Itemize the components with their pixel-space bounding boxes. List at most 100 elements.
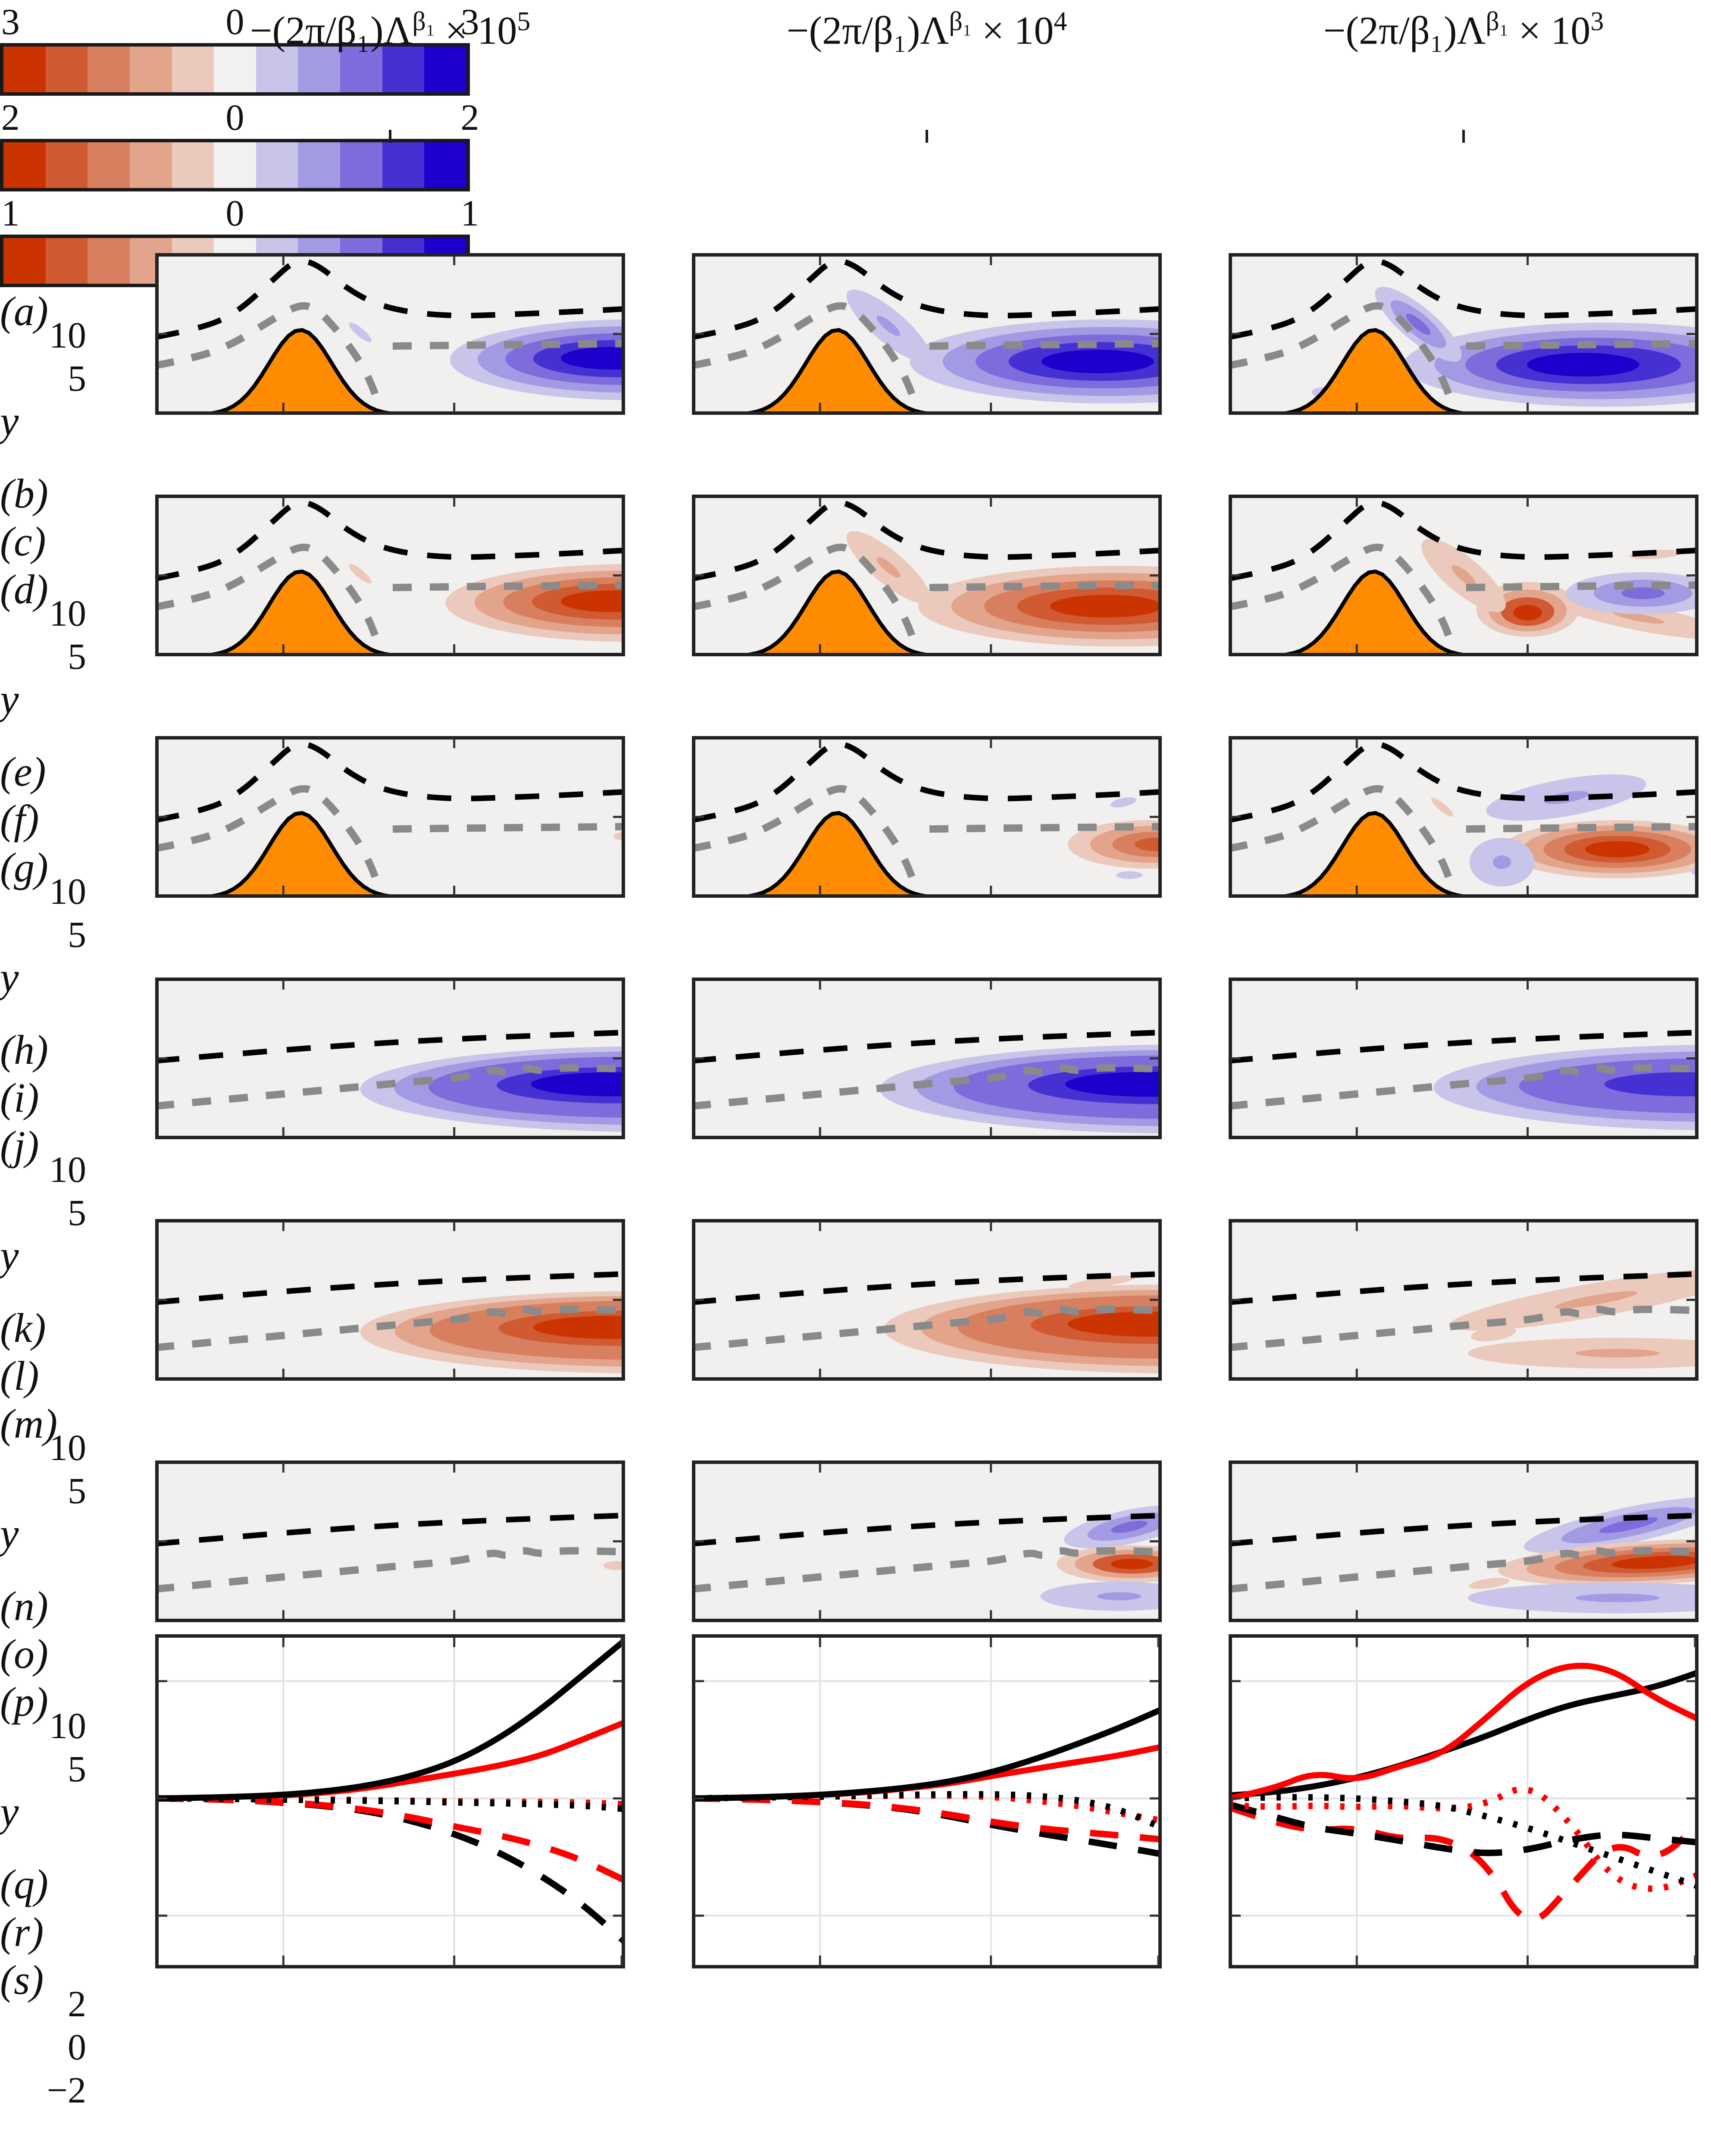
colorbar-title-2: −(2π/β₁)Λβ₁ × 104: [692, 6, 1162, 53]
y-tick-10: 10: [0, 313, 86, 357]
contour-band: [1576, 1594, 1659, 1602]
colorbar-segment: [424, 47, 466, 92]
contour-plot: [1229, 978, 1698, 1139]
contour-plot: [155, 495, 625, 656]
contour-panel-a: [155, 253, 625, 415]
contour-panel-o: [1229, 1219, 1698, 1381]
y-tick-10: 10: [0, 870, 86, 913]
contour-panel-b: [692, 253, 1162, 415]
contour-plot: [155, 253, 625, 415]
contour-band: [1111, 1559, 1153, 1569]
colorbar-segment: [88, 238, 130, 284]
contour-plot: [1229, 495, 1698, 656]
colorbar-tick-label: 0: [226, 191, 244, 235]
contour-band: [1042, 350, 1154, 373]
contour-blob-level: [1042, 350, 1154, 373]
colorbar-tick-label: 3: [461, 0, 479, 43]
plot-background: [155, 1460, 625, 1622]
contour-panel-f: [1229, 495, 1698, 656]
contour-plot: [155, 1219, 625, 1381]
y-axis-label: y: [0, 675, 1711, 724]
contour-band: [1116, 871, 1142, 879]
plot-background: [692, 736, 1162, 898]
contour-panel-d: [155, 495, 625, 656]
line-plot: [692, 1634, 1162, 1968]
colorbar-segment: [424, 142, 466, 188]
contour-band: [1585, 841, 1650, 858]
contour-plot: [692, 1460, 1162, 1622]
colorbar-zero-tick: [389, 130, 391, 143]
contour-panel-e: [692, 495, 1162, 656]
contour-blob-level: [1513, 605, 1542, 620]
colorbar-tick-label: 0: [226, 0, 244, 43]
contour-panel-n: [692, 1219, 1162, 1381]
contour-panel-p: [155, 1460, 625, 1622]
line-plot: [155, 1634, 625, 1968]
contour-panel-l: [1229, 978, 1698, 1139]
contour-plot: [1229, 1460, 1698, 1622]
contour-blob-level: [1576, 1594, 1659, 1602]
contour-plot: [692, 736, 1162, 898]
multi-panel-figure: −(2π/β₁)Λβ₁ × 105 −(2π/β₁)Λβ₁ × 104 −(2π…: [0, 0, 1711, 2061]
colorbar-segment: [298, 47, 340, 92]
colorbar-tick-row: −101: [0, 191, 470, 235]
colorbar-segment: [340, 142, 382, 188]
colorbar-tick-label: 0: [226, 96, 244, 139]
contour-band: [1513, 605, 1542, 620]
contour-panel-c: [1229, 253, 1698, 415]
colorbar-zero-tick: [1462, 130, 1465, 143]
colorbar-segment: [130, 47, 172, 92]
contour-plot: [155, 978, 625, 1139]
colorbar-zero-tick: [926, 130, 928, 143]
colorbar-tick-label: −1: [0, 191, 20, 235]
y-tick-10: 10: [0, 1148, 86, 1191]
contour-band: [1050, 595, 1162, 618]
contour-blob-level: [1576, 1349, 1659, 1357]
colorbar-segment: [3, 47, 46, 92]
colorbar: [0, 139, 470, 191]
contour-panel-i: [1229, 736, 1698, 898]
contour-panel-m: [155, 1219, 625, 1381]
colorbar-segment: [172, 47, 214, 92]
plot-background: [1229, 1634, 1698, 1968]
colorbar-segment: [256, 142, 298, 188]
colorbar-segment: [46, 142, 88, 188]
colorbar-tick-row: −202: [0, 96, 470, 139]
colorbar-segment: [214, 47, 256, 92]
contour-panel-k: [692, 978, 1162, 1139]
contour-panel-r: [1229, 1460, 1698, 1622]
colorbar-segment: [3, 238, 46, 284]
contour-plot: [692, 253, 1162, 415]
contour-blob-level: [1097, 1592, 1141, 1601]
contour-plot: [1229, 736, 1698, 898]
contour-band: [1527, 353, 1639, 376]
contour-plot: [692, 495, 1162, 656]
y-tick-5: 5: [0, 1191, 86, 1234]
y-tick-10: 10: [0, 592, 86, 635]
line-panel-u: [1229, 1634, 1698, 1968]
contour-plot: [1229, 1219, 1698, 1381]
contour-plot: [155, 1460, 625, 1622]
contour-plot: [1229, 253, 1698, 415]
contour-band: [1097, 1592, 1141, 1601]
y-tick-5: 5: [0, 913, 86, 956]
colorbar-tick-label: 1: [461, 191, 479, 235]
colorbar-tick-label: 2: [461, 96, 479, 139]
colorbar-segment: [214, 142, 256, 188]
contour-blob-level: [1493, 856, 1511, 869]
contour-blob-level: [1585, 841, 1650, 858]
y-tick-5: 5: [0, 635, 86, 678]
plot-background: [155, 736, 625, 898]
contour-blob-level: [1050, 595, 1162, 618]
colorbar-segment: [130, 142, 172, 188]
line-plot: [1229, 1634, 1698, 1968]
colorbar-segment: [382, 47, 425, 92]
colorbar-segment: [172, 142, 214, 188]
contour-blob-level: [1111, 1559, 1153, 1569]
contour-plot: [692, 1219, 1162, 1381]
colorbar-segment: [382, 142, 425, 188]
contour-blob-level: [1116, 871, 1142, 879]
colorbar-tick-label: −2: [0, 96, 20, 139]
colorbar-segment: [3, 142, 46, 188]
contour-panel-h: [692, 736, 1162, 898]
